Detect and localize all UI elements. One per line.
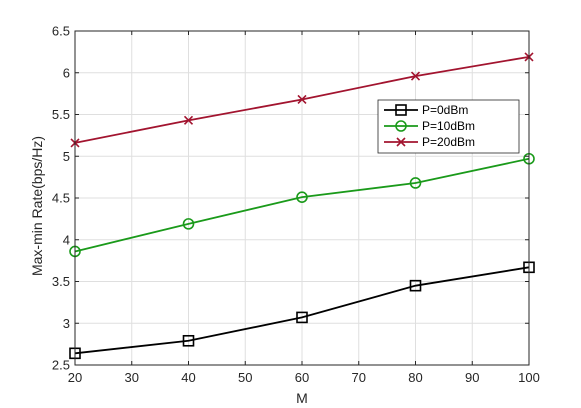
data-point [409, 177, 422, 189]
y-tick-label: 3 [63, 316, 70, 331]
x-tick-label: 70 [352, 370, 366, 385]
x-tick-label: 50 [238, 370, 252, 385]
x-tick-label: 30 [125, 370, 139, 385]
y-tick-label: 4 [63, 232, 70, 247]
data-point [410, 71, 421, 81]
y-tick-label: 4.5 [52, 191, 70, 206]
y-tick-label: 5 [63, 149, 70, 164]
y-axis-label: Max-min Rate(bps/Hz) [29, 136, 45, 276]
legend-item: P=10dBm [384, 119, 475, 133]
data-point [409, 279, 422, 292]
legend: P=0dBm P=10dBm P=20dBm [377, 99, 520, 154]
x-tick-label: 20 [68, 370, 82, 385]
y-tick-label: 6.5 [52, 24, 70, 39]
legend-marker [396, 137, 406, 147]
data-point [297, 94, 307, 105]
legend-label: P=0dBm [422, 103, 468, 117]
y-tick-label: 2.5 [52, 358, 70, 373]
legend-label: P=10dBm [422, 119, 475, 133]
x-tick-label: 60 [295, 370, 309, 385]
legend-item: P=20dBm [384, 135, 475, 149]
x-tick-label: 40 [181, 370, 195, 385]
series-line [74, 157, 530, 253]
y-tick-label: 6 [63, 65, 70, 80]
x-tick-labels: 20 30 40 50 60 70 80 90 100 [68, 370, 540, 385]
x-tick-label: 80 [408, 370, 422, 385]
legend-item: P=0dBm [384, 103, 468, 117]
data-point [182, 218, 195, 230]
y-tick-label: 3.5 [52, 274, 70, 289]
data-point [296, 191, 308, 203]
x-axis-label: M [296, 390, 308, 406]
x-tick-label: 100 [518, 370, 540, 385]
legend-label: P=20dBm [422, 135, 475, 149]
legend-marker [395, 104, 407, 116]
axes-frame [74, 30, 530, 366]
legend-marker [395, 120, 407, 132]
y-tick-label: 5.5 [52, 107, 70, 122]
axes-box [74, 30, 530, 366]
data-point [183, 115, 194, 125]
series-line [74, 266, 530, 355]
data-point [296, 311, 308, 324]
y-tick-labels: 2.5 3 3.5 4 4.5 5 5.5 6 6.5 [52, 24, 70, 373]
data-point [182, 334, 195, 347]
x-tick-label: 90 [465, 370, 479, 385]
